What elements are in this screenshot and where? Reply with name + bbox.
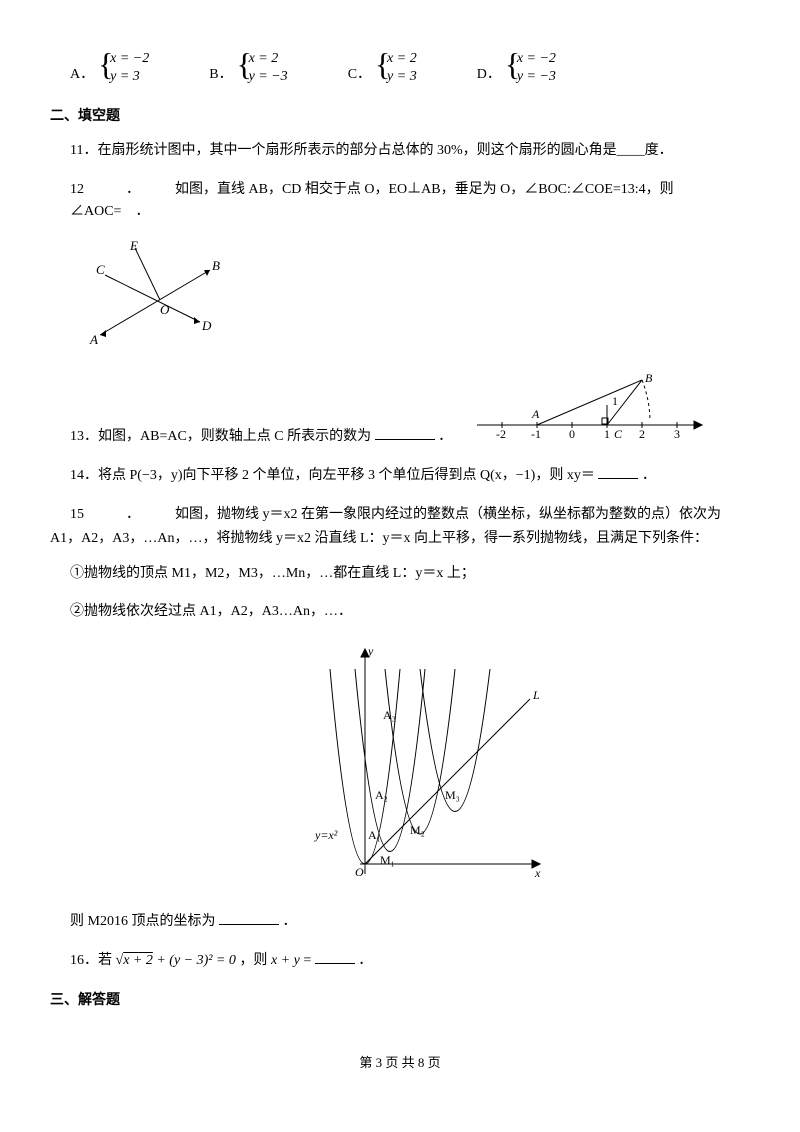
- option-a: A． x = −2 y = 3: [70, 50, 149, 86]
- option-a-system: x = −2 y = 3: [98, 50, 149, 86]
- svg-text:3: 3: [674, 427, 680, 440]
- q13-text: 13．如图，AB=AC，则数轴上点 C 所表示的数为: [70, 429, 371, 444]
- svg-text:0: 0: [569, 427, 575, 440]
- svg-text:-1: -1: [531, 427, 541, 440]
- svg-text:A: A: [531, 407, 540, 421]
- svg-text:B: B: [645, 371, 653, 385]
- q13: 13．如图，AB=AC，则数轴上点 C 所表示的数为 ．: [70, 370, 750, 448]
- svg-text:A₃: A₃: [383, 708, 396, 722]
- svg-text:1: 1: [612, 394, 618, 408]
- svg-text:-2: -2: [496, 427, 506, 440]
- option-d-system: x = −2 y = −3: [505, 50, 556, 86]
- svg-text:A₂: A₂: [375, 788, 388, 802]
- option-b: B． x = 2 y = −3: [209, 50, 287, 86]
- q13-figure: -2 -1 0 1 2 3 A B C 1: [472, 370, 712, 448]
- option-c-label: C．: [348, 64, 371, 86]
- option-c-system: x = 2 y = 3: [375, 50, 417, 86]
- q15-end: 则 M2016 顶点的坐标为 ．: [70, 910, 750, 933]
- q15-blank: [219, 910, 279, 925]
- svg-text:M₂: M₂: [410, 823, 425, 837]
- q11: 11．在扇形统计图中，其中一个扇形所表示的部分占总体的 30%，则这个扇形的圆心…: [70, 140, 750, 162]
- svg-text:2: 2: [639, 427, 645, 440]
- svg-text:1: 1: [604, 427, 610, 440]
- section-answer: 三、解答题: [50, 990, 750, 1012]
- q15-figure: y x O L y=x² A₁ A₂ A₃ M₁ M₂ M₃: [80, 639, 750, 897]
- option-d-label: D．: [477, 64, 501, 86]
- svg-text:M₁: M₁: [380, 853, 395, 867]
- svg-text:y=x²: y=x²: [314, 828, 338, 842]
- q14: 14．将点 P(−3，y)向下平移 2 个单位，向左平移 3 个单位后得到点 Q…: [70, 464, 750, 487]
- option-d: D． x = −2 y = −3: [477, 50, 556, 86]
- svg-text:O: O: [355, 865, 364, 879]
- label-d: D: [201, 318, 212, 333]
- q15-line2: A1，A2，A3，…An，…，将抛物线 y＝x2 沿直线 L：y＝x 向上平移，…: [50, 528, 750, 550]
- q15-cond2: ②抛物线依次经过点 A1，A2，A3…An，…．: [70, 601, 750, 623]
- q16: 16．若 √x + 2 + (y − 3)² = 0 ，则 x + y = ．: [70, 949, 750, 972]
- q13-period: ．: [438, 429, 452, 444]
- label-b: B: [212, 258, 220, 273]
- label-c: C: [96, 262, 105, 277]
- svg-text:L: L: [532, 688, 540, 702]
- options-row: A． x = −2 y = 3 B． x = 2 y = −3 C． x = 2…: [70, 50, 750, 86]
- page-footer: 第 3 页 共 8 页: [50, 1053, 750, 1074]
- q15-cond1: ①抛物线的顶点 M1，M2，M3，…Mn，…都在直线 L：y＝x 上；: [70, 563, 750, 585]
- q12-figure: E C B O D A: [80, 240, 750, 358]
- svg-text:A₁: A₁: [368, 828, 381, 842]
- option-b-system: x = 2 y = −3: [237, 50, 288, 86]
- label-a: A: [89, 332, 98, 347]
- q16-blank: [315, 949, 355, 964]
- svg-text:x: x: [534, 866, 541, 880]
- option-a-label: A．: [70, 64, 94, 86]
- svg-text:M₃: M₃: [445, 788, 460, 802]
- svg-text:y: y: [367, 644, 374, 658]
- q15-intro: 15 ． 如图，抛物线 y＝x2 在第一象限内经过的整数点（横坐标，纵坐标都为整…: [70, 504, 750, 526]
- q14-blank: [598, 464, 638, 479]
- q12: 12 ． 如图，直线 AB，CD 相交于点 O，EO⊥AB，垂足为 O，∠BOC…: [70, 179, 750, 224]
- q13-blank: [375, 425, 435, 440]
- label-e: E: [129, 240, 138, 253]
- option-c: C． x = 2 y = 3: [348, 50, 417, 86]
- section-fill-blank: 二、填空题: [50, 106, 750, 128]
- svg-text:C: C: [614, 427, 623, 440]
- option-b-label: B．: [209, 64, 232, 86]
- label-o: O: [160, 302, 170, 317]
